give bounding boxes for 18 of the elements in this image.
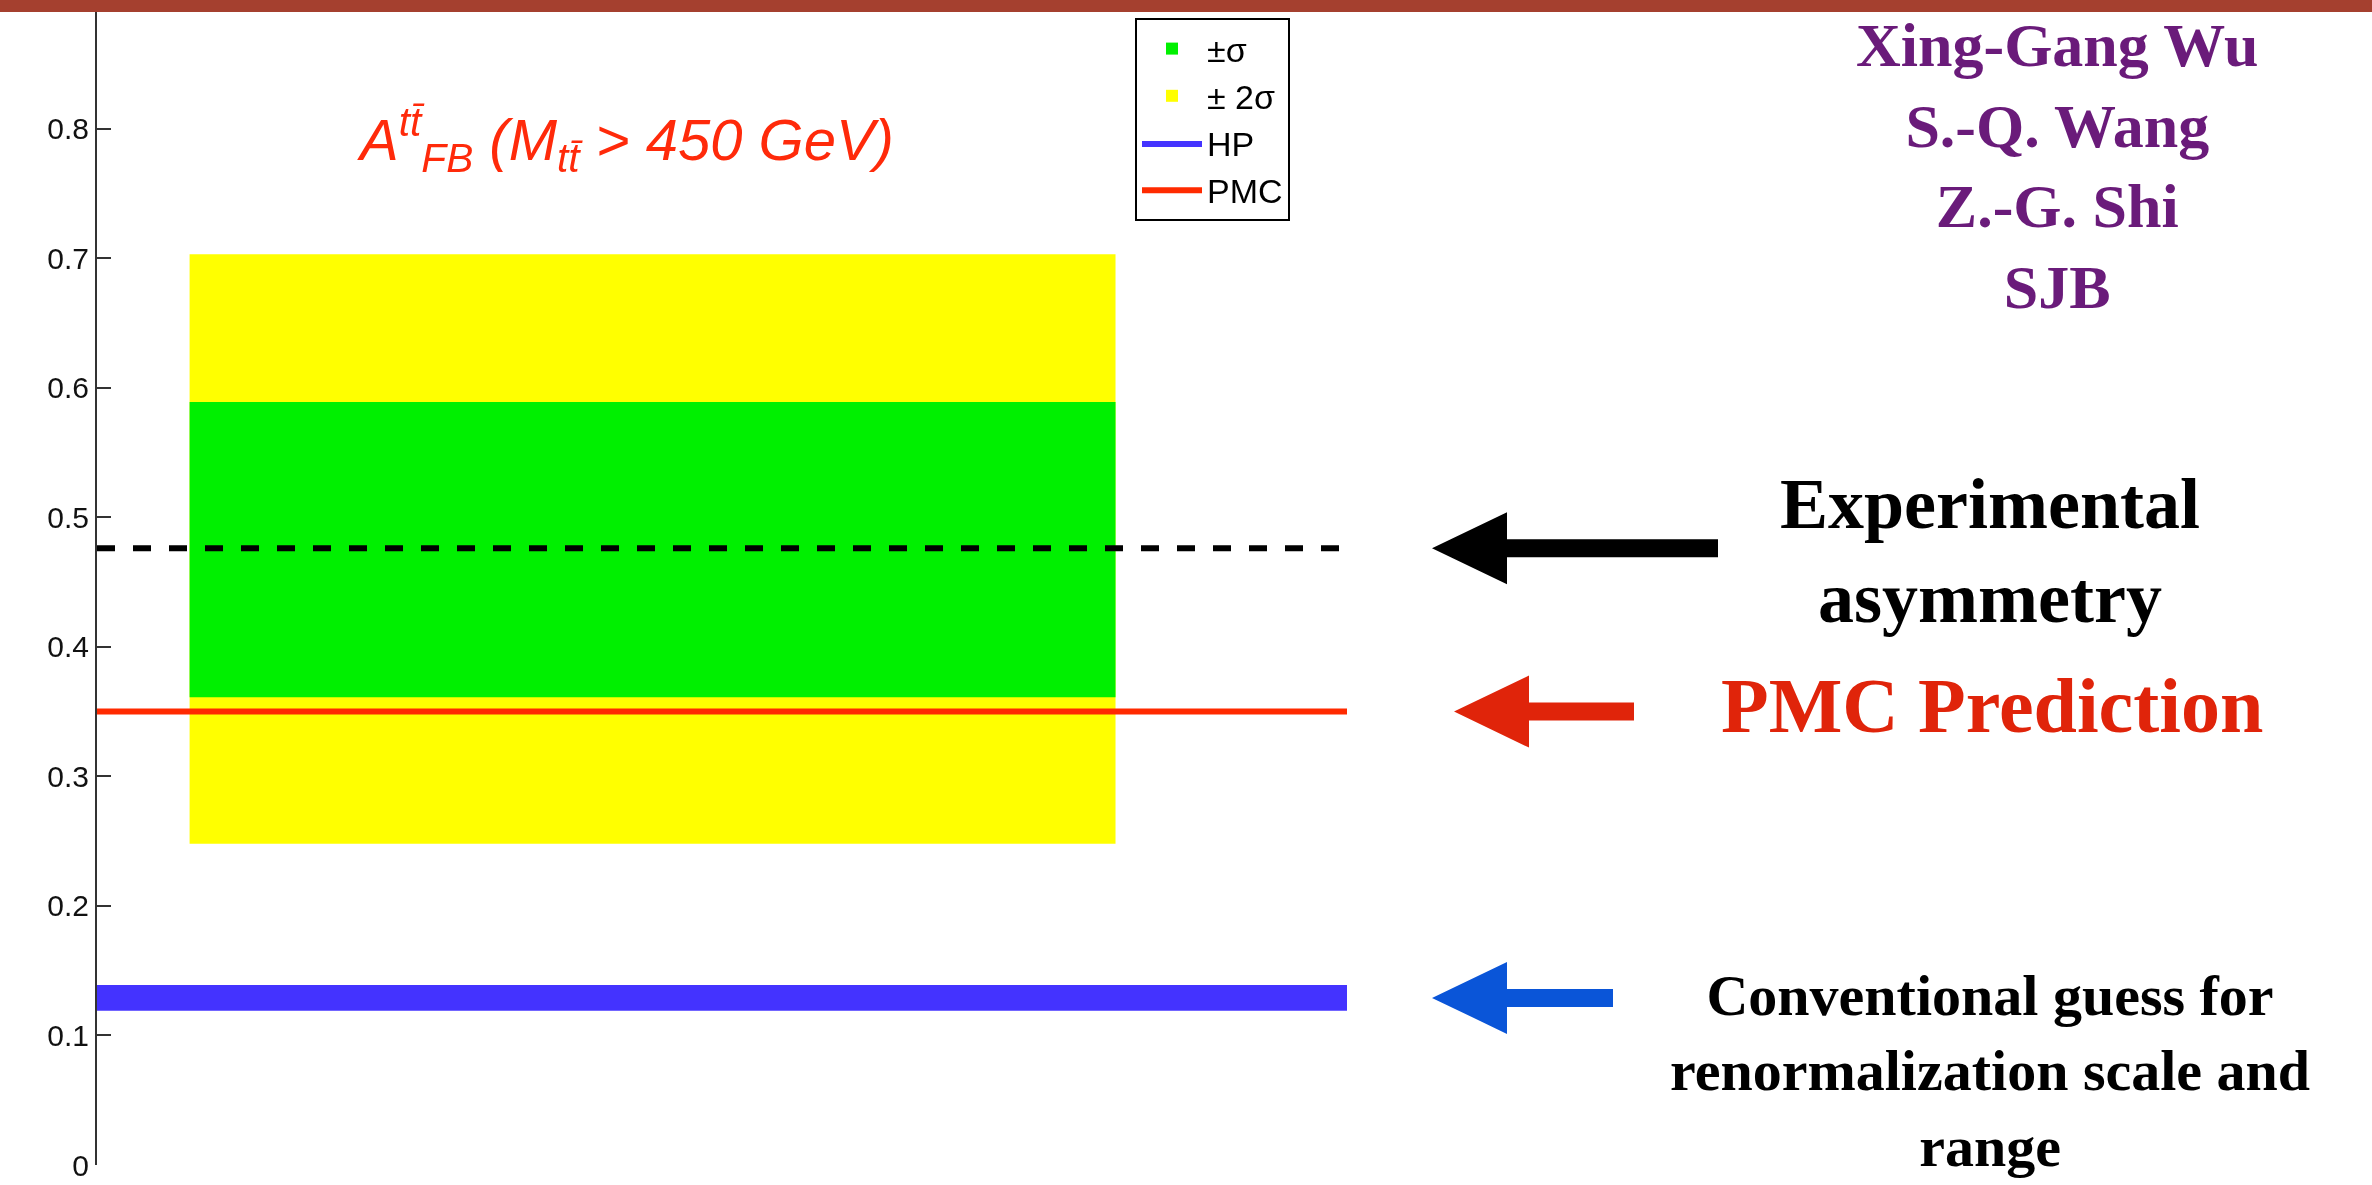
legend-label: ± 2σ [1207, 78, 1276, 117]
annotation: Xing-Gang Wu S.-Q. Wang Z.-G. Shi SJB [1856, 11, 2259, 321]
y-tick-label: 0.7 [47, 241, 89, 275]
legend-label: ±σ [1207, 30, 1247, 69]
annotation: PMC Prediction [1721, 662, 2264, 749]
y-tick-label: 0.6 [47, 371, 89, 405]
y-tick-label: 0.1 [47, 1018, 89, 1052]
y-tick-label: 0.4 [47, 630, 89, 664]
legend-label: PMC [1207, 172, 1283, 211]
y-tick-label: 0 [72, 1148, 89, 1182]
annotation: Conventional guess for renormalization scale and range [1670, 963, 2311, 1179]
y-tick-label: 0.5 [47, 500, 89, 534]
y-tick-label: 0.8 [47, 112, 89, 146]
annotation: Experimental asymmetry [1780, 464, 2200, 638]
y-tick-label: 0.2 [47, 889, 89, 923]
y-tick-label: 0.3 [47, 759, 89, 793]
text: A$^{tt̄}$$_{FB}$ (M$_{tt̄}$ > 450 GeV) [357, 98, 894, 182]
legend-label: HP [1207, 125, 1255, 164]
